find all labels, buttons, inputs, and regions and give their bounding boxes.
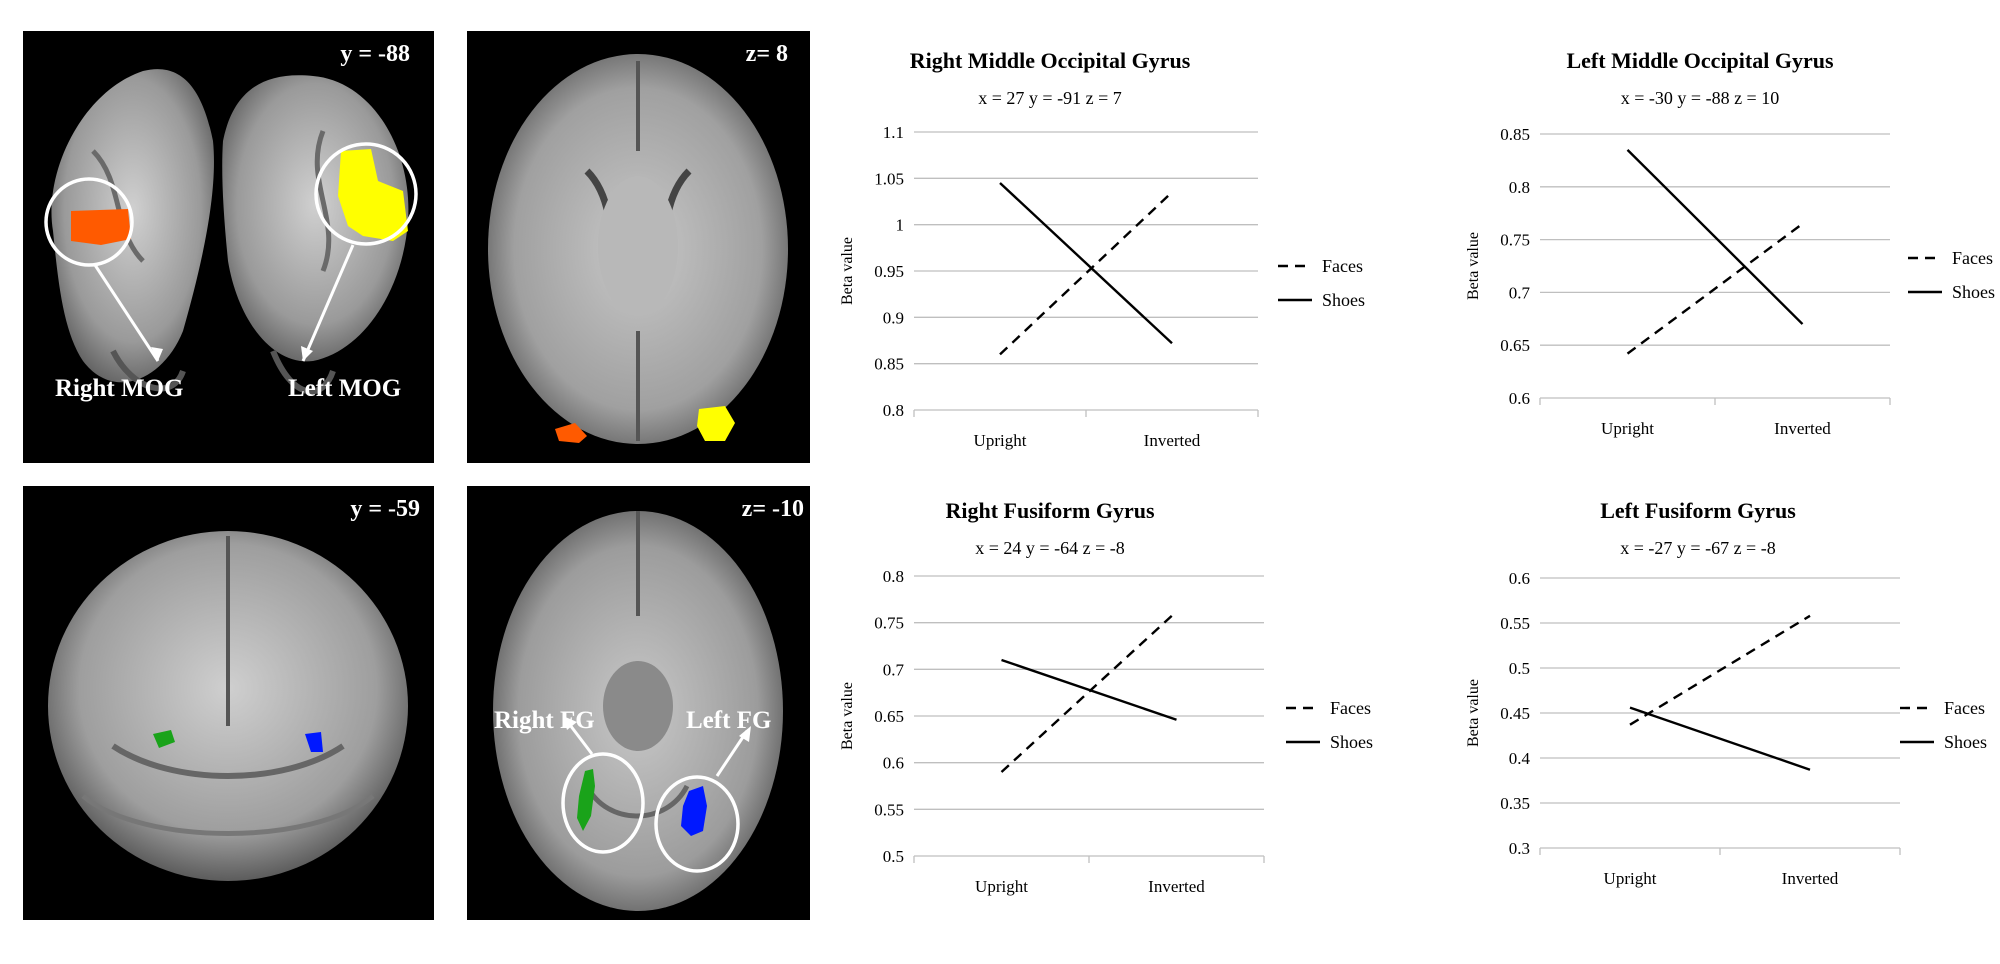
series-line-shoes	[999, 182, 1173, 345]
left-fg-label: Left FG	[686, 707, 772, 734]
chart-title: Right Middle Occipital Gyrus	[910, 48, 1191, 73]
y-tick-label: 0.65	[1500, 336, 1530, 355]
series-line-shoes	[1626, 148, 1804, 325]
left-mog-cluster	[338, 149, 408, 241]
brain-image-axial-8	[488, 54, 788, 444]
slice-label: y = -59	[350, 496, 420, 522]
left-fg-cluster-coronal	[305, 732, 323, 752]
y-tick-label: 0.8	[883, 401, 904, 420]
legend-label-faces: Faces	[1322, 256, 1363, 276]
series-line-faces	[1629, 614, 1811, 726]
y-tick-label: 0.7	[1509, 283, 1531, 302]
y-tick-label: 0.5	[883, 847, 904, 866]
x-tick-label: Inverted	[1782, 869, 1839, 888]
chart-subtitle: x = -30 y = -88 z = 10	[1621, 88, 1779, 108]
y-tick-label: 0.6	[1509, 389, 1530, 408]
brain-image-coronal-59	[48, 531, 408, 881]
chart-svg: Right Fusiform Gyrus x = 24 y = -64 z = -…	[839, 498, 1373, 896]
slice-label: z= -10	[741, 496, 804, 522]
right-mog-circle	[44, 177, 134, 267]
y-tick-label: 1.1	[883, 123, 904, 142]
y-tick-label: 0.75	[874, 614, 904, 633]
legend-label-faces: Faces	[1952, 248, 1993, 268]
y-tick-label: 0.5	[1509, 659, 1530, 678]
x-tick-label: Inverted	[1774, 419, 1831, 438]
chart-subtitle: x = -27 y = -67 z = -8	[1620, 538, 1775, 558]
chart-title: Left Fusiform Gyrus	[1600, 498, 1796, 523]
y-tick-label: 0.45	[1500, 704, 1530, 723]
y-tick-label: 0.9	[883, 308, 904, 327]
y-tick-label: 0.95	[874, 262, 904, 281]
y-axis-label: Beta value	[1465, 232, 1482, 300]
slice-label: y = -88	[340, 41, 410, 67]
chart-left-fg: Left Fusiform Gyrus x = -27 y = -67 z = -…	[1430, 490, 2000, 910]
series-line-shoes	[1629, 706, 1811, 771]
y-tick-label: 0.7	[883, 660, 905, 679]
brain-image-coronal-88	[44, 69, 418, 395]
chart-right-mog: Right Middle Occipital Gyrus x = 27 y = -…	[830, 40, 1390, 460]
right-fg-circle	[561, 752, 645, 854]
x-tick-label: Inverted	[1148, 877, 1205, 896]
brain-panel-axial-10: z= -10 Right FG Left FG	[467, 486, 810, 920]
chart-svg: Right Middle Occipital Gyrus x = 27 y = -…	[839, 48, 1365, 450]
y-tick-label: 0.75	[1500, 231, 1530, 250]
y-tick-label: 0.8	[883, 567, 904, 586]
chart-svg: Left Middle Occipital Gyrus x = -30 y = -…	[1465, 48, 1995, 438]
chart-left-mog: Left Middle Occipital Gyrus x = -30 y = -…	[1430, 40, 2000, 460]
legend-label-shoes: Shoes	[1952, 282, 1995, 302]
series-line-shoes	[1001, 658, 1177, 721]
y-tick-label: 0.4	[1509, 749, 1531, 768]
slice-label: z= 8	[745, 41, 788, 67]
chart-title: Right Fusiform Gyrus	[946, 498, 1155, 523]
right-mog-label: Right MOG	[55, 375, 184, 402]
brain-panel-coronal-59: y = -59	[23, 486, 434, 920]
left-mog-label: Left MOG	[288, 375, 402, 402]
right-mog-cluster	[71, 209, 131, 245]
y-tick-label: 0.6	[1509, 569, 1530, 588]
chart-right-fg: Right Fusiform Gyrus x = 24 y = -64 z = -…	[830, 490, 1390, 910]
chart-subtitle: x = 24 y = -64 z = -8	[975, 538, 1124, 558]
legend-label-faces: Faces	[1330, 698, 1371, 718]
brain-panel-coronal-88: y = -88 Right MOG Left MOG	[23, 31, 434, 463]
right-fg-cluster-axial	[577, 769, 595, 831]
x-tick-label: Upright	[975, 877, 1028, 896]
y-tick-label: 0.55	[874, 800, 904, 819]
left-mog-circle	[314, 142, 418, 246]
y-tick-label: 0.65	[874, 707, 904, 726]
y-tick-label: 1.05	[874, 169, 904, 188]
y-tick-label: 0.85	[874, 355, 904, 374]
x-tick-label: Upright	[1601, 419, 1654, 438]
right-mog-cluster-axial	[555, 423, 587, 443]
left-fg-cluster-axial	[681, 786, 707, 836]
chart-subtitle: x = 27 y = -91 z = 7	[978, 88, 1121, 108]
x-tick-label: Upright	[1604, 869, 1657, 888]
series-line-faces	[1000, 610, 1178, 773]
brain-panel-axial-8: z= 8	[467, 31, 810, 463]
right-fg-cluster-coronal	[153, 730, 175, 748]
legend-label-shoes: Shoes	[1330, 732, 1373, 752]
y-tick-label: 0.35	[1500, 794, 1530, 813]
legend-label-shoes: Shoes	[1322, 290, 1365, 310]
x-tick-label: Inverted	[1144, 431, 1201, 450]
y-tick-label: 0.55	[1500, 614, 1530, 633]
left-fg-circle	[654, 775, 740, 873]
left-mog-cluster-axial	[697, 406, 735, 441]
chart-svg: Left Fusiform Gyrus x = -27 y = -67 z = -…	[1465, 498, 1987, 888]
y-tick-label: 1	[896, 216, 905, 235]
series-line-faces	[999, 191, 1173, 356]
y-tick-label: 0.8	[1509, 178, 1530, 197]
legend-label-shoes: Shoes	[1944, 732, 1987, 752]
y-tick-label: 0.85	[1500, 125, 1530, 144]
y-axis-label: Beta value	[839, 237, 856, 305]
y-tick-label: 0.3	[1509, 839, 1530, 858]
brain-image-axial-10	[493, 511, 783, 911]
right-fg-label: Right FG	[494, 707, 595, 734]
x-tick-label: Upright	[974, 431, 1027, 450]
series-line-faces	[1626, 222, 1804, 355]
y-tick-label: 0.6	[883, 754, 904, 773]
legend-label-faces: Faces	[1944, 698, 1985, 718]
y-axis-label: Beta value	[839, 682, 856, 750]
chart-title: Left Middle Occipital Gyrus	[1566, 48, 1833, 73]
y-axis-label: Beta value	[1465, 679, 1482, 747]
